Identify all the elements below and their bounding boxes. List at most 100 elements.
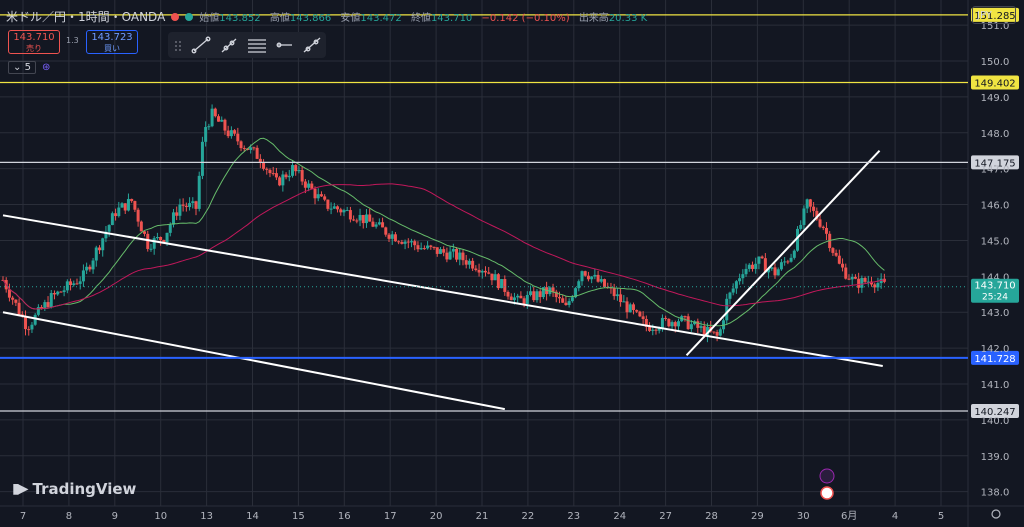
trend-line[interactable] — [2, 214, 883, 368]
candle-body — [49, 293, 53, 307]
candle-body — [294, 165, 298, 172]
candle-body — [316, 194, 320, 199]
candle-body — [641, 316, 645, 320]
current-price-label: 143.710 — [974, 281, 1015, 292]
candle-body — [284, 174, 288, 178]
candle-body — [171, 212, 175, 225]
drag-handle-icon[interactable] — [175, 41, 181, 51]
candle-body — [342, 210, 346, 213]
candle-body — [319, 194, 323, 197]
candle-body — [802, 208, 806, 225]
candle-body — [7, 289, 11, 298]
level-price-label: 140.247 — [974, 407, 1015, 418]
candle-body — [184, 205, 188, 208]
x-tick-label: 17 — [384, 511, 397, 522]
x-tick-label: 30 — [797, 511, 810, 522]
candle-body — [46, 302, 50, 307]
candle-body — [416, 245, 420, 250]
candle-body — [110, 213, 114, 226]
candle-body — [413, 241, 417, 246]
candle-body — [43, 302, 47, 309]
candle-body — [734, 281, 738, 289]
candle-body — [619, 294, 623, 303]
fib-tool-icon[interactable] — [248, 39, 266, 53]
trend-line[interactable] — [685, 150, 881, 356]
level-price-tag — [971, 75, 1019, 90]
candle-body — [78, 281, 82, 284]
candle-body — [52, 293, 56, 295]
candle-body — [339, 209, 343, 213]
currency-selector[interactable]: JPY — [972, 6, 1016, 24]
low-label: 安値 — [340, 13, 361, 24]
candle-body — [631, 304, 635, 311]
event-flash-icon[interactable] — [819, 468, 835, 484]
candle-body — [866, 281, 870, 283]
candle-body — [824, 227, 828, 234]
volume-value: 20.33 K — [608, 13, 648, 24]
candle-body — [438, 249, 442, 254]
sell-button[interactable]: 143.710 売り — [8, 30, 60, 54]
candle-body — [841, 263, 845, 268]
candle-body — [503, 279, 507, 292]
candle-body — [65, 281, 69, 291]
candle-body — [72, 283, 76, 285]
candle-body — [146, 233, 150, 249]
candle-body — [551, 287, 555, 292]
current-price-tag — [971, 278, 1019, 303]
candle-body — [98, 247, 101, 251]
candle-body — [554, 291, 558, 298]
symbol-title[interactable]: 米ドル／円・1時間・OANDA — [6, 10, 166, 24]
x-tick-label: 6月 — [841, 510, 857, 522]
candle-body — [364, 214, 368, 224]
candle-body — [689, 324, 693, 330]
candle-body — [117, 207, 121, 217]
x-tick-label: 8 — [66, 511, 72, 522]
candle-body — [586, 275, 590, 280]
candle-body — [255, 147, 259, 159]
trend-line[interactable] — [2, 311, 505, 411]
buy-button[interactable]: 143.723 買い — [86, 30, 138, 54]
candle-body — [487, 272, 491, 274]
ray-tool-icon[interactable] — [221, 38, 237, 53]
candle-body — [635, 310, 639, 312]
settings-gear-icon[interactable] — [991, 509, 1001, 519]
candle-body — [493, 274, 497, 281]
candle-body — [564, 302, 568, 306]
candle-body — [760, 256, 764, 259]
candle-body — [786, 261, 790, 263]
candle-body — [165, 232, 169, 243]
y-tick-label: 144.0 — [981, 272, 1010, 283]
sell-price: 143.710 — [13, 32, 55, 43]
candle-body — [873, 284, 877, 288]
candle-body — [133, 201, 137, 210]
candle-body — [268, 169, 272, 174]
candle-body — [197, 175, 201, 209]
data-status-dot — [185, 12, 194, 21]
candle-body — [56, 291, 60, 295]
candle-body — [422, 248, 426, 250]
moving-average-short — [2, 137, 885, 327]
candle-body — [577, 281, 581, 289]
y-tick-label: 138.0 — [981, 488, 1010, 499]
indicator-row: ⌄ 5 ⊛ — [8, 61, 50, 74]
extended-line-tool-icon[interactable] — [303, 37, 321, 53]
y-tick-label: 141.0 — [981, 380, 1010, 391]
candle-body — [477, 269, 481, 273]
candle-body — [664, 317, 668, 319]
buy-price: 143.723 — [91, 32, 133, 43]
settings-icon[interactable]: ⊛ — [41, 62, 51, 73]
indicator-toggle[interactable]: ⌄ 5 — [8, 61, 36, 74]
candle-body — [126, 198, 130, 211]
candle-body — [149, 248, 153, 250]
candle-body — [767, 268, 771, 273]
candle-body — [522, 298, 526, 304]
candle-body — [725, 298, 729, 321]
candle-body — [471, 260, 475, 269]
horizontal-ray-tool-icon[interactable] — [276, 42, 292, 48]
candle-body — [249, 147, 253, 150]
y-tick-label: 145.0 — [981, 236, 1010, 247]
economic-event-icon[interactable] — [820, 486, 834, 500]
candle-body — [307, 183, 311, 188]
trend-line-tool-icon[interactable] — [191, 36, 211, 54]
